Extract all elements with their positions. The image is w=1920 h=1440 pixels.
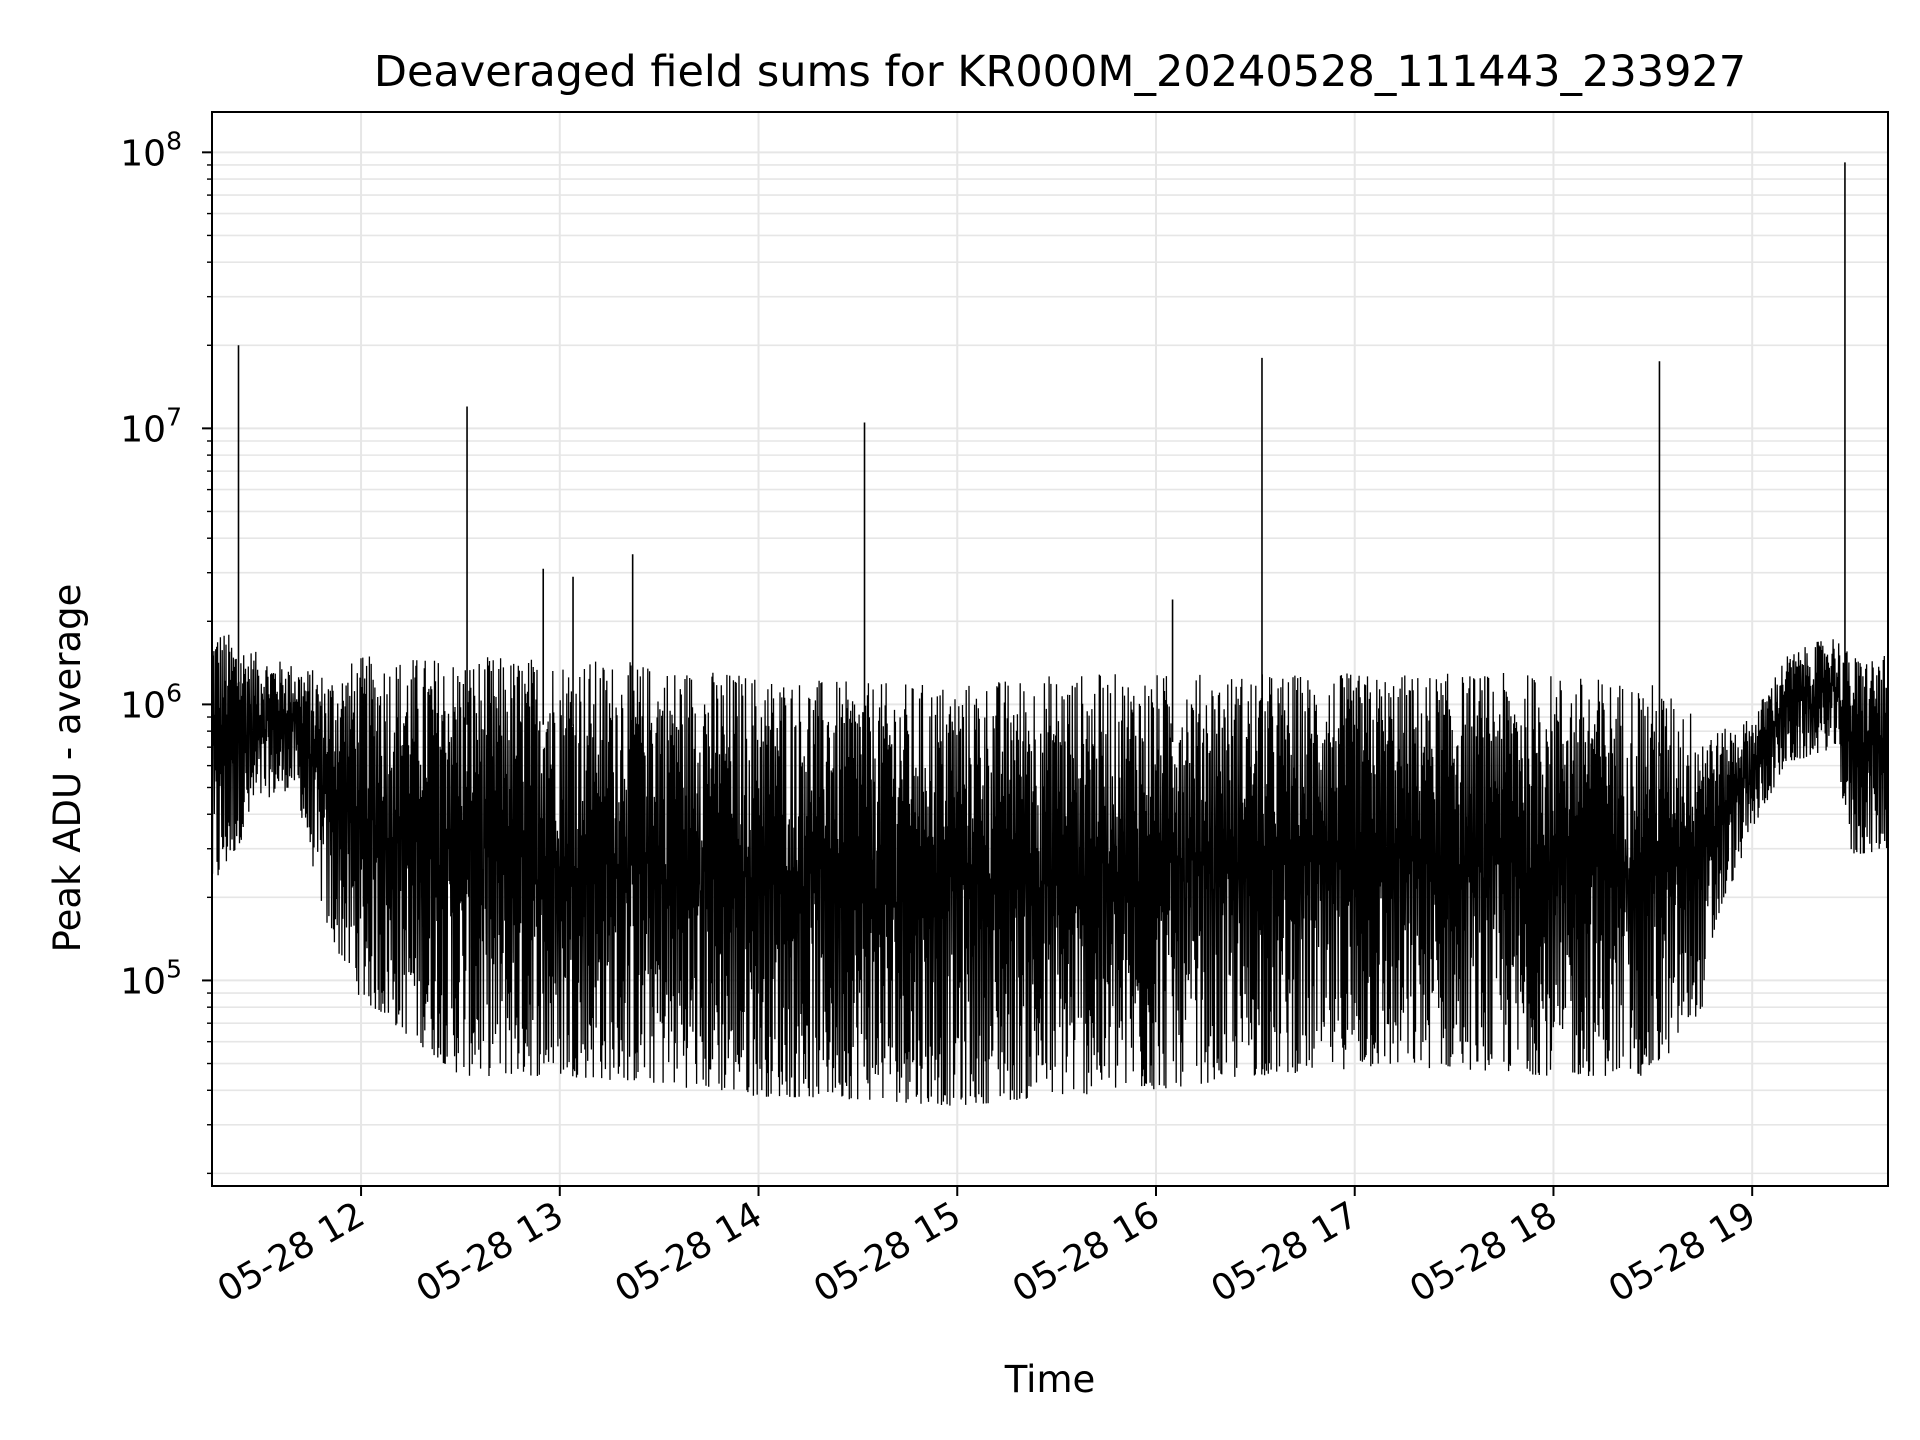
y-tick-label: 108 — [120, 126, 182, 174]
y-tick-exponent: 5 — [166, 954, 182, 983]
y-tick-base: 10 — [120, 133, 166, 174]
y-tick-base: 10 — [120, 409, 166, 450]
y-tick-base: 10 — [120, 685, 166, 726]
x-axis-label: Time — [1004, 1358, 1096, 1401]
y-tick-base: 10 — [120, 961, 166, 1002]
y-tick-exponent: 6 — [166, 678, 182, 707]
plot-frame — [211, 111, 1889, 1187]
y-tick-exponent: 7 — [166, 402, 182, 431]
y-tick-label: 106 — [120, 678, 182, 726]
y-tick-label: 107 — [120, 402, 182, 450]
series-line — [211, 634, 1889, 1106]
y-axis-label: Peak ADU - average — [46, 584, 89, 953]
chart-title: Deaveraged field sums for KR000M_2024052… — [374, 47, 1746, 97]
data-series — [211, 162, 1889, 1106]
y-tick-exponent: 8 — [166, 126, 182, 155]
y-tick-label: 105 — [120, 954, 182, 1002]
